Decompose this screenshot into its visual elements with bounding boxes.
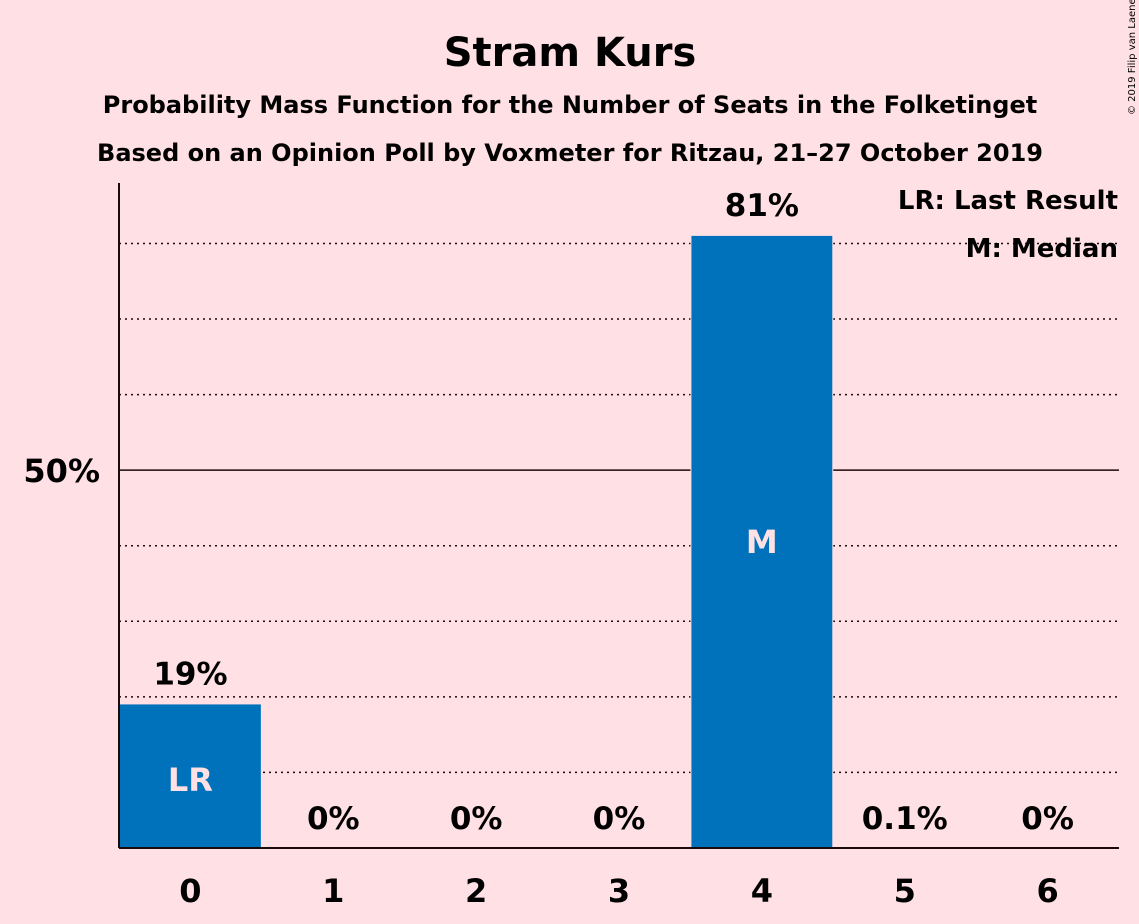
data-labels: 19% LR 0% 0% 0% 81% M 0.1% 0% [153, 188, 1074, 837]
bar-marker-m: M [746, 523, 778, 561]
x-tick-label: 6 [1036, 872, 1058, 910]
bar-value-label: 0% [1021, 801, 1074, 837]
bar [691, 235, 833, 849]
bar-value-label: 0% [593, 801, 646, 837]
x-tick-label: 2 [465, 872, 487, 910]
gridlines [119, 242, 1119, 774]
chart-subtitle-2: Based on an Opinion Poll by Voxmeter for… [97, 139, 1043, 167]
bar-value-label: 81% [725, 188, 799, 224]
bar-value-label: 19% [153, 656, 227, 692]
x-tick-label: 3 [608, 872, 630, 910]
x-tick-label: 5 [894, 872, 916, 910]
x-tick-label: 0 [179, 872, 201, 910]
bars [119, 235, 977, 849]
credit: © 2019 Filip van Laenen [1127, 0, 1138, 115]
bar-value-label: 0% [307, 801, 360, 837]
y-tick-label: 50% [23, 452, 100, 490]
chart-title: Stram Kurs [444, 30, 697, 76]
x-tick-labels: 0 1 2 3 4 5 6 [179, 872, 1058, 910]
x-tick-label: 4 [751, 872, 773, 910]
legend-median: M: Median [966, 234, 1118, 264]
legend-last-result: LR: Last Result [898, 186, 1118, 216]
bar-value-label: 0.1% [862, 801, 948, 837]
bar-value-label: 0% [450, 801, 503, 837]
x-tick-label: 1 [322, 872, 344, 910]
chart-subtitle: Probability Mass Function for the Number… [103, 91, 1037, 119]
bar-marker-lr: LR [168, 761, 213, 799]
bar [120, 704, 261, 848]
